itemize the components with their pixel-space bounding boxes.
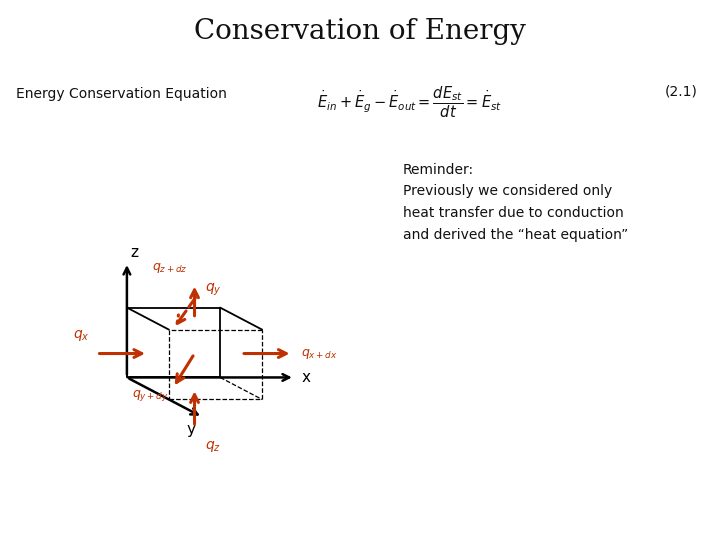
Text: Energy Conservation Equation: Energy Conservation Equation [16,87,227,102]
Text: $q_x$: $q_x$ [73,328,90,343]
Text: x: x [302,370,311,385]
Text: $q_{y+dy}$: $q_{y+dy}$ [132,388,169,403]
Text: $q_y$: $q_y$ [204,282,221,298]
Text: $q_{x+dx}$: $q_{x+dx}$ [301,347,338,361]
Text: z: z [130,245,138,260]
Text: Conservation of Energy: Conservation of Energy [194,17,526,44]
Text: (2.1): (2.1) [665,85,698,99]
Text: Reminder:
Previously we considered only
heat transfer due to conduction
and deri: Reminder: Previously we considered only … [403,163,629,242]
Text: $q_z$: $q_z$ [205,439,221,454]
Text: $\dot{E}_{in} + \dot{E}_{g} - \dot{E}_{out} = \dfrac{dE_{st}}{dt} = \dot{E}_{st}: $\dot{E}_{in} + \dot{E}_{g} - \dot{E}_{o… [317,85,502,120]
Text: $q_{z+dz}$: $q_{z+dz}$ [152,261,187,275]
Text: y: y [186,422,195,437]
